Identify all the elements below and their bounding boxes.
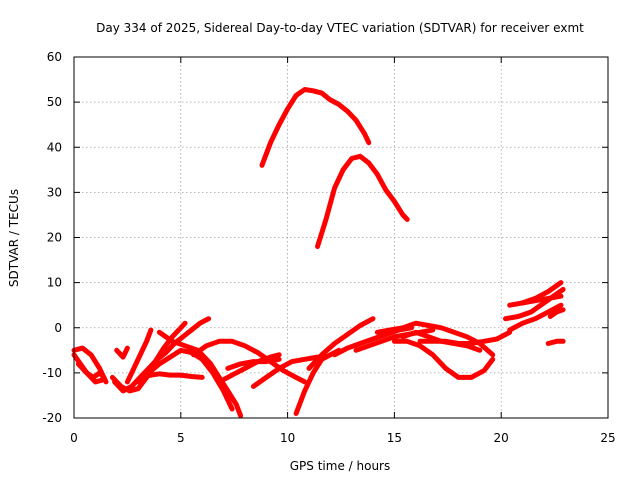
y-tick-label: 40 <box>47 140 62 154</box>
series-line-a27 <box>545 338 566 346</box>
series-line-a2 <box>71 345 109 385</box>
series-line-a22 <box>417 329 513 346</box>
y-tick-label: 60 <box>47 50 62 64</box>
series-line-a23 <box>507 302 564 333</box>
series-line-a3 <box>75 361 107 385</box>
series-line-a12 <box>216 352 282 385</box>
axis-ticks: 0 5 10 15 20 25 -20 -10 0 10 20 30 40 50 60 <box>42 50 615 445</box>
data-series <box>71 87 566 419</box>
series-line-a13 <box>225 356 282 371</box>
y-tick-label: -20 <box>42 411 62 425</box>
series-line-a7 <box>114 345 130 360</box>
series-line-a16 <box>306 316 376 371</box>
x-tick-label: 5 <box>177 431 185 445</box>
series-line-arc-high <box>259 87 372 168</box>
series-line-a6 <box>124 327 154 385</box>
series-line-a11 <box>191 338 308 385</box>
series-line-a5 <box>112 316 212 394</box>
series-line-a14 <box>250 354 320 389</box>
x-tick-label: 0 <box>70 431 78 445</box>
y-tick-label: 20 <box>47 231 62 245</box>
x-tick-label: 25 <box>600 431 615 445</box>
series-line-a10 <box>156 329 244 419</box>
series-line-a19 <box>374 320 496 358</box>
series-line-a28 <box>547 307 566 319</box>
x-tick-label: 20 <box>494 431 509 445</box>
series-line-arc-mid <box>315 153 410 249</box>
series-line-a24 <box>503 286 566 322</box>
y-tick-label: -10 <box>42 366 62 380</box>
chart-title: Day 334 of 2025, Sidereal Day-to-day VTE… <box>96 21 584 35</box>
y-tick-label: 0 <box>54 321 62 335</box>
y-axis-label: SDTVAR / TECUs <box>7 189 21 287</box>
y-tick-label: 30 <box>47 185 62 199</box>
x-tick-label: 15 <box>387 431 402 445</box>
series-line-a26 <box>520 293 564 306</box>
series-line-a15 <box>293 347 342 416</box>
x-axis-label: GPS time / hours <box>290 459 391 473</box>
x-tick-label: 10 <box>280 431 295 445</box>
series-line-a20 <box>391 338 496 380</box>
y-tick-label: 50 <box>47 95 62 109</box>
series-line-a9 <box>139 371 205 380</box>
y-tick-label: 10 <box>47 276 62 290</box>
